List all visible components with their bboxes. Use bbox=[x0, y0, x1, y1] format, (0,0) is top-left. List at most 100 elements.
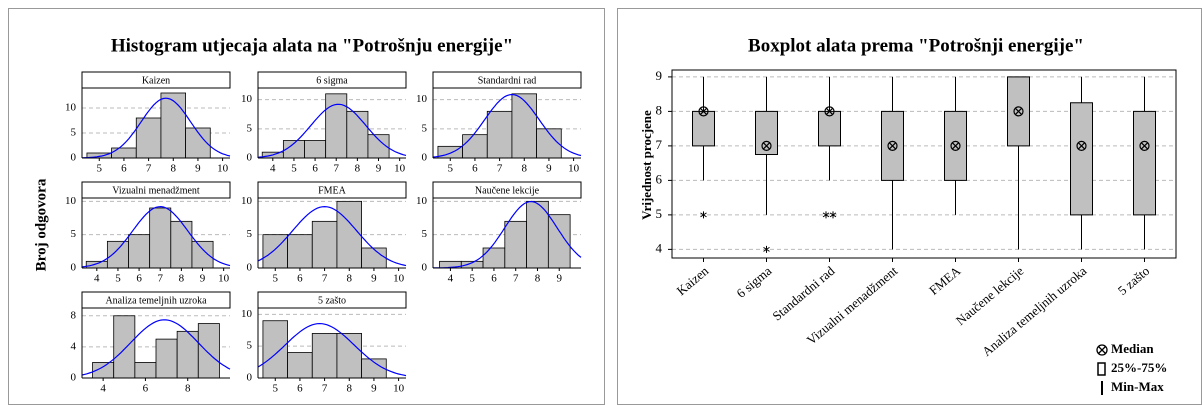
y-tick-label: 5 bbox=[656, 206, 663, 221]
panel-subtitle: Naučene lekcije bbox=[475, 185, 540, 196]
x-tick-label: 7 bbox=[157, 273, 163, 285]
bar bbox=[287, 352, 313, 379]
bar bbox=[304, 140, 327, 159]
bar bbox=[311, 333, 338, 379]
y-tick-label: 5 bbox=[422, 228, 428, 240]
panel-strip bbox=[257, 71, 407, 89]
panel-subtitle: 5 zašto bbox=[318, 295, 346, 306]
x-tick-label: 8 bbox=[347, 273, 353, 285]
x-tick-label: 10 bbox=[217, 163, 229, 175]
x-tick-label: 9 bbox=[371, 273, 377, 285]
legend-median-symbol bbox=[1096, 344, 1108, 356]
histogram-y-label: Broj odgovora bbox=[33, 178, 49, 271]
bar bbox=[536, 128, 562, 159]
normal-fit-curve bbox=[432, 93, 582, 158]
y-tick-label: 0 bbox=[71, 262, 77, 274]
x-tick-label: 8 bbox=[185, 383, 191, 395]
y-tick-label: 5 bbox=[247, 122, 253, 134]
panel-subtitle: Kaizen bbox=[142, 75, 170, 86]
boxplot-y-label: Vrijednost procjene bbox=[639, 110, 654, 220]
y-tick-label: 5 bbox=[71, 127, 77, 139]
legend-label: 25%-75% bbox=[1111, 360, 1167, 375]
panel-subtitle: 6 sigma bbox=[316, 75, 348, 86]
x-tick-label: 8 bbox=[179, 273, 185, 285]
median-circle bbox=[887, 140, 898, 151]
median-cross bbox=[762, 142, 771, 150]
y-tick-label: 0 bbox=[422, 262, 428, 274]
x-tick-label: 5 bbox=[291, 163, 297, 175]
y-tick-label: 0 bbox=[71, 372, 77, 384]
y-tick-label: 10 bbox=[416, 195, 428, 207]
panel-strip bbox=[81, 181, 231, 199]
x-tick-label: 7 bbox=[322, 383, 328, 395]
bar bbox=[311, 220, 338, 269]
x-tick-label: 6 bbox=[472, 163, 478, 175]
bar bbox=[482, 247, 506, 269]
x-tick-label: 6 bbox=[121, 163, 127, 175]
median-marker bbox=[824, 106, 835, 117]
outlier bbox=[829, 211, 837, 219]
normal-fit-curve bbox=[81, 97, 231, 159]
panel-subtitle: Vizualni menadžment bbox=[112, 185, 200, 196]
legend-box-symbol bbox=[1097, 362, 1106, 376]
median-marker bbox=[887, 140, 898, 151]
y-tick-label: 5 bbox=[71, 228, 77, 240]
legend-median-cross bbox=[1098, 346, 1106, 354]
bar bbox=[361, 247, 387, 269]
median-circle bbox=[698, 106, 709, 117]
y-tick-label: 5 bbox=[247, 228, 253, 240]
median-circle bbox=[761, 140, 772, 151]
bar bbox=[504, 220, 527, 269]
normal-fit-curve bbox=[433, 200, 582, 269]
x-tick-label: Analiza temeljnih uzroka bbox=[979, 263, 1089, 359]
y-tick-label: 5 bbox=[247, 340, 253, 352]
bar bbox=[346, 110, 369, 159]
bar bbox=[106, 240, 129, 269]
y-tick-label: 8 bbox=[71, 309, 77, 321]
median-cross bbox=[951, 142, 960, 150]
x-tick-label: 7 bbox=[497, 163, 503, 175]
median-marker bbox=[950, 140, 961, 151]
x-tick-label: 8 bbox=[171, 163, 177, 175]
x-tick-label: 9 bbox=[376, 163, 382, 175]
median-marker bbox=[1139, 140, 1150, 151]
y-tick-label: 7 bbox=[656, 137, 663, 152]
x-tick-label: 6 bbox=[136, 273, 142, 285]
y-tick-label: 10 bbox=[241, 308, 253, 320]
panel-subtitle: FMEA bbox=[318, 185, 347, 196]
x-tick-label: 6 bbox=[297, 383, 303, 395]
bar bbox=[197, 323, 220, 379]
normal-fit-curve bbox=[81, 319, 231, 376]
bar bbox=[149, 207, 172, 269]
y-tick-label: 0 bbox=[247, 372, 253, 384]
x-tick-label: 8 bbox=[522, 163, 528, 175]
median-marker bbox=[1076, 140, 1087, 151]
bar bbox=[128, 234, 151, 269]
x-tick-label: 5 zašto bbox=[1115, 263, 1153, 298]
bar bbox=[170, 220, 193, 269]
x-tick-label: 9 bbox=[546, 163, 552, 175]
bar bbox=[160, 92, 187, 159]
y-tick-label: 5 bbox=[422, 122, 428, 134]
x-tick-label: 10 bbox=[393, 273, 405, 285]
y-tick-label: 0 bbox=[247, 152, 253, 164]
panel-strip bbox=[432, 71, 582, 89]
panel-strip bbox=[432, 181, 582, 199]
x-tick-label: 7 bbox=[322, 273, 328, 285]
y-tick-label: 9 bbox=[656, 68, 663, 83]
left-panel-frame bbox=[8, 8, 605, 405]
x-tick-label: 5 bbox=[469, 273, 475, 285]
y-tick-label: 0 bbox=[247, 262, 253, 274]
bar bbox=[486, 110, 513, 159]
x-tick-label: 4 bbox=[94, 273, 100, 285]
bar bbox=[113, 315, 136, 379]
x-tick-label: Kaizen bbox=[674, 263, 712, 298]
panel-strip bbox=[257, 181, 407, 199]
y-tick-label: 10 bbox=[241, 93, 253, 105]
x-tick-label: 7 bbox=[513, 273, 519, 285]
normal-fit-curve bbox=[257, 205, 407, 267]
median-cross bbox=[1140, 142, 1149, 150]
y-tick-label: 4 bbox=[71, 340, 77, 352]
y-tick-label: 6 bbox=[656, 171, 663, 186]
